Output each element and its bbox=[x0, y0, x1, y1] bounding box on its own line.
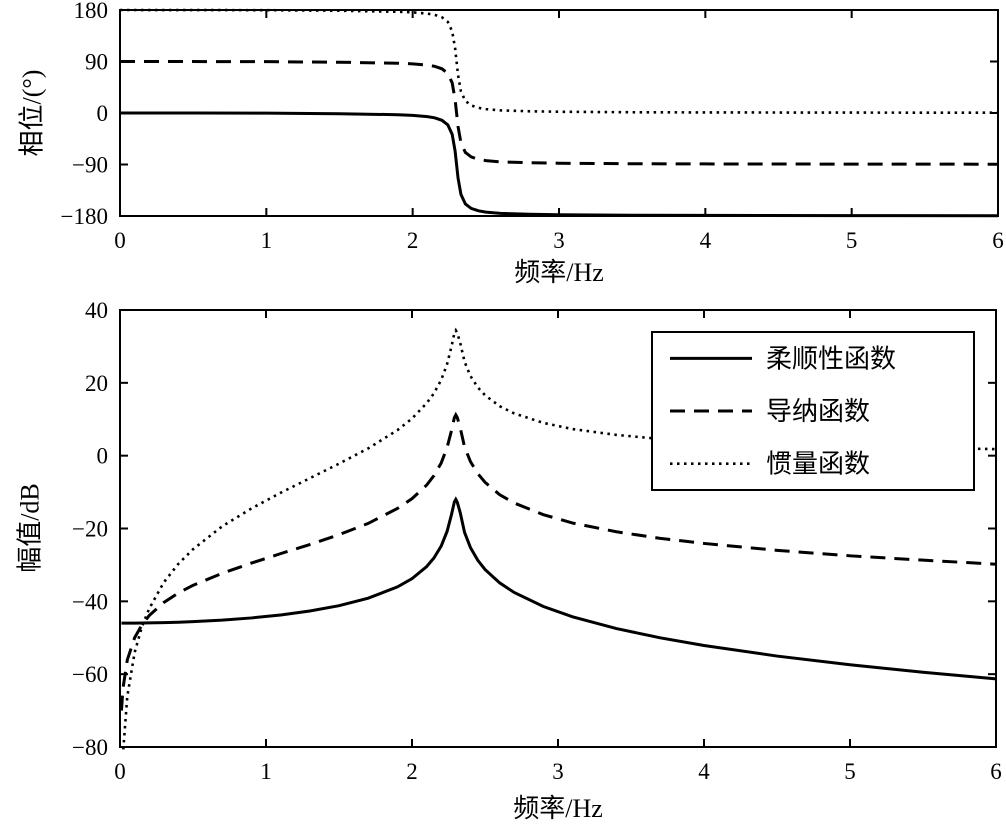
y-tick-label: −60 bbox=[72, 662, 108, 687]
plot-border bbox=[119, 309, 997, 748]
x-tick-label: 2 bbox=[407, 228, 419, 253]
y-tick-label: −40 bbox=[72, 589, 108, 614]
x-tick-label: 3 bbox=[552, 759, 564, 784]
series-group bbox=[119, 8, 999, 218]
series-inertance-line bbox=[119, 8, 999, 115]
series-compliance-line bbox=[121, 496, 997, 681]
magnitude-x-axis-label: 频率/Hz bbox=[513, 794, 603, 823]
y-tick-label: −90 bbox=[72, 153, 108, 178]
x-tick-label: 4 bbox=[700, 228, 712, 253]
series-compliance-line bbox=[119, 111, 999, 218]
x-tick-label: 5 bbox=[844, 759, 856, 784]
x-tick-label: 0 bbox=[114, 759, 126, 784]
y-tick-label: −180 bbox=[61, 204, 108, 229]
y-tick-label: 20 bbox=[85, 371, 108, 396]
x-tick-label: 2 bbox=[406, 759, 418, 784]
y-tick-label: −80 bbox=[72, 735, 108, 760]
x-tick-label: 6 bbox=[990, 759, 1002, 784]
x-tick-label: 4 bbox=[698, 759, 710, 784]
magnitude-y-axis-label: 幅值/dB bbox=[15, 483, 45, 573]
y-tick-label: 90 bbox=[85, 50, 108, 75]
phase-chart: 相位/(°) 频率/Hz 0 1 2 3 4 5 6 −180 −90 0 90 180 bbox=[0, 0, 1006, 292]
phase-plot-svg: 0 1 2 3 4 5 6 −180 −90 0 90 180 bbox=[61, 0, 1004, 253]
phase-x-axis-label: 频率/Hz bbox=[514, 258, 604, 287]
y-tick-label: 0 bbox=[97, 101, 109, 126]
x-tick-label: 1 bbox=[260, 759, 272, 784]
plot-border bbox=[119, 9, 999, 217]
x-tick-label: 0 bbox=[114, 228, 126, 253]
series-inertance-line bbox=[121, 327, 997, 750]
legend-label-admittance: 导纳函数 bbox=[766, 397, 870, 426]
y-tick-label: 0 bbox=[97, 444, 109, 469]
phase-y-axis-label: 相位/(°) bbox=[17, 69, 47, 157]
magnitude-chart: 幅值/dB 频率/Hz 0 1 2 3 4 5 6 −80 −60 −40 −20 0 20 40 柔顺性函… bbox=[0, 292, 1006, 831]
legend-label-inertance: 惯量函数 bbox=[766, 450, 870, 479]
y-tick-label: 180 bbox=[74, 0, 109, 23]
x-tick-label: 1 bbox=[261, 228, 273, 253]
series-admittance-line bbox=[119, 411, 997, 711]
x-tick-label: 3 bbox=[553, 228, 565, 253]
x-tick-label: 5 bbox=[846, 228, 858, 253]
x-tick-label: 6 bbox=[992, 228, 1004, 253]
series-group bbox=[119, 327, 997, 750]
y-tick-label: 40 bbox=[85, 298, 108, 323]
y-tick-label: −20 bbox=[72, 517, 108, 542]
legend-label-compliance: 柔顺性函数 bbox=[766, 344, 896, 373]
